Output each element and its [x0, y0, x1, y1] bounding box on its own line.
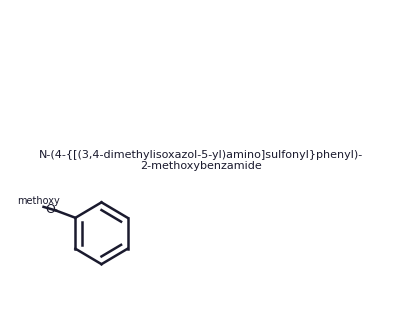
- Text: N-(4-{[(3,4-dimethylisoxazol-5-yl)amino]sulfonyl}phenyl)-
2-methoxybenzamide: N-(4-{[(3,4-dimethylisoxazol-5-yl)amino]…: [38, 150, 363, 171]
- Text: O: O: [45, 203, 55, 216]
- Text: methoxy: methoxy: [17, 196, 60, 206]
